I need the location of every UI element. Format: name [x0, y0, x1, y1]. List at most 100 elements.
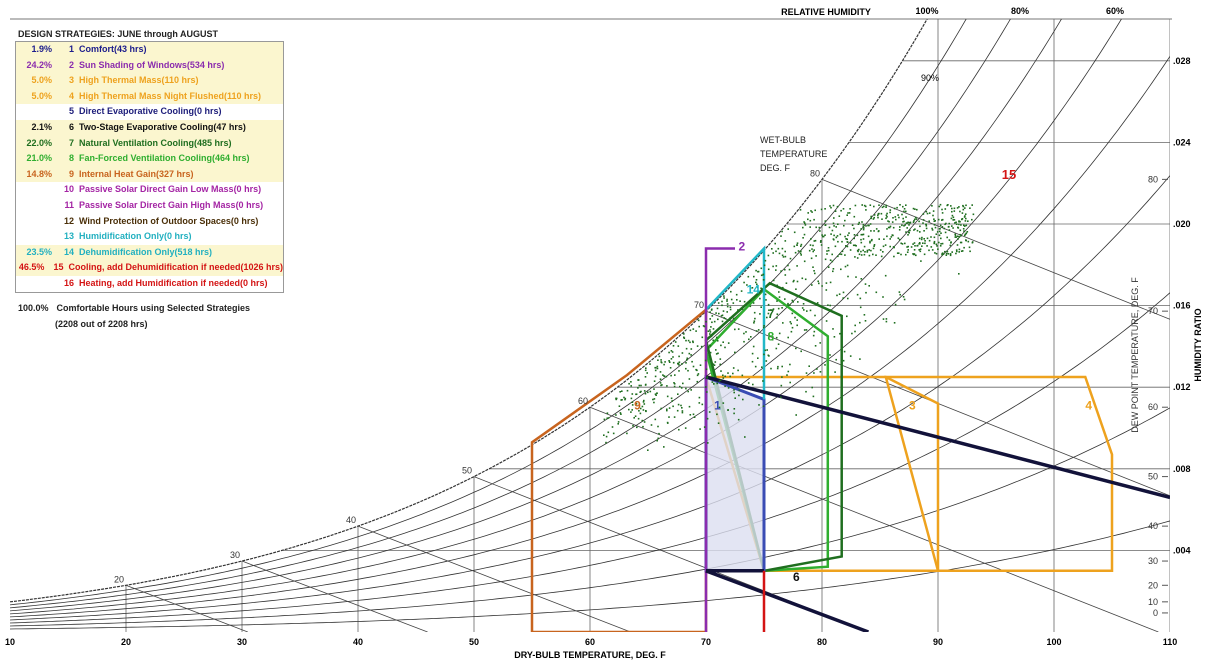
humidity-ratio-tick-label: .012 — [1173, 382, 1191, 392]
legend-row-strategy-5[interactable]: 5 Direct Evaporative Cooling(0 hrs) — [16, 104, 283, 120]
data-point — [724, 385, 726, 387]
data-point — [941, 212, 944, 214]
data-point — [846, 238, 848, 241]
data-point — [792, 301, 794, 303]
data-point — [847, 275, 849, 278]
data-point — [896, 252, 899, 254]
strategy-number: 10 — [63, 184, 74, 195]
data-point — [710, 309, 713, 311]
data-point — [617, 421, 620, 423]
data-point — [754, 365, 757, 368]
data-point — [864, 205, 867, 208]
wet-bulb-label: 70 — [694, 300, 704, 310]
legend-row-strategy-11[interactable]: 11 Passive Solar Direct Gain High Mass(0 … — [16, 198, 283, 214]
x-axis-title: DRY-BULB TEMPERATURE, DEG. F — [514, 650, 666, 660]
data-point — [958, 221, 960, 223]
data-point — [735, 293, 738, 296]
data-point — [965, 239, 967, 241]
dewpoint-tick-label: 0 — [1153, 608, 1158, 618]
data-point — [844, 254, 846, 256]
legend-row-strategy-7[interactable]: 22.0% 7 Natural Ventilation Cooling(485 hr… — [16, 135, 283, 152]
legend-row-strategy-12[interactable]: 12 Wind Protection of Outdoor Spaces(0 hr… — [16, 214, 283, 230]
data-point — [677, 403, 680, 406]
data-point — [726, 311, 728, 313]
data-point — [605, 435, 608, 438]
data-point — [630, 397, 633, 400]
x-tick-label: 70 — [701, 637, 711, 647]
data-point — [771, 309, 773, 311]
strategy-number: 13 — [63, 231, 74, 242]
data-point — [726, 303, 729, 305]
data-point — [918, 242, 921, 244]
data-point — [868, 249, 870, 251]
data-point — [605, 441, 607, 444]
data-point — [799, 209, 802, 211]
data-point — [743, 300, 746, 303]
data-point — [709, 318, 711, 320]
data-point — [696, 380, 699, 383]
data-point — [791, 299, 794, 302]
data-point — [811, 284, 813, 286]
data-point — [946, 236, 948, 239]
data-point — [778, 332, 781, 335]
dewpoint-tick-label: 30 — [1148, 556, 1158, 566]
legend-row-strategy-16[interactable]: 16 Heating, add Humidification if needed(… — [16, 276, 283, 292]
data-point — [842, 208, 845, 210]
legend-row-strategy-2[interactable]: 24.2% 2 Sun Shading of Windows(534 hrs) — [16, 57, 283, 74]
data-point — [717, 318, 719, 321]
legend-row-strategy-13[interactable]: 13 Humidification Only(0 hrs) — [16, 229, 283, 245]
data-point — [903, 220, 905, 223]
data-point — [686, 357, 689, 360]
data-point — [941, 218, 944, 221]
data-point — [832, 238, 835, 240]
data-point — [680, 404, 682, 407]
data-point — [844, 265, 847, 268]
data-point — [968, 246, 971, 249]
legend-row-strategy-6[interactable]: 2.1% 6 Two-Stage Evaporative Cooling(47 hr… — [16, 119, 283, 136]
strategy-label: High Thermal Mass(110 hrs) — [79, 75, 199, 86]
data-point — [816, 368, 818, 370]
data-point — [721, 314, 724, 317]
data-point — [805, 329, 808, 331]
data-point — [788, 268, 791, 271]
legend-row-strategy-3[interactable]: 5.0% 3 High Thermal Mass(110 hrs) — [16, 73, 283, 89]
legend-row-strategy-15[interactable]: 46.5% 15 Cooling, add Dehumidification if … — [16, 260, 283, 276]
data-point — [621, 390, 623, 392]
strategy-label: Wind Protection of Outdoor Spaces(0 hrs) — [79, 215, 259, 226]
data-point — [941, 226, 944, 228]
data-point — [935, 243, 938, 246]
data-point — [775, 347, 778, 350]
data-point — [829, 309, 832, 311]
legend-row-strategy-4[interactable]: 5.0% 4 High Thermal Mass Night Flushed(110… — [16, 88, 283, 105]
data-point — [724, 317, 727, 320]
data-point — [759, 297, 761, 300]
data-point — [922, 219, 925, 221]
data-point — [947, 226, 950, 228]
legend-row-strategy-14[interactable]: 23.5% 14 Dehumidification Only(518 hrs) — [16, 244, 283, 261]
legend-row-strategy-1[interactable]: 1.9% 1 Comfort(43 hrs) — [16, 42, 283, 58]
data-point — [767, 254, 770, 257]
data-point — [818, 226, 821, 229]
data-point — [829, 354, 831, 356]
data-point — [870, 217, 872, 220]
strategy-zone-label-6: 6 — [793, 570, 800, 584]
data-point — [789, 304, 791, 306]
data-point — [787, 264, 789, 267]
legend-row-strategy-8[interactable]: 21.0% 8 Fan-Forced Ventilation Cooling(464… — [16, 151, 283, 167]
data-point — [730, 290, 732, 293]
strategy-label: Cooling, add Dehumidification if needed(… — [68, 262, 283, 273]
data-point — [806, 310, 808, 312]
data-point — [875, 291, 878, 294]
legend-row-strategy-10[interactable]: 10 Passive Solar Direct Gain Low Mass(0 h… — [16, 182, 283, 198]
data-point — [849, 249, 852, 251]
data-point — [705, 368, 708, 371]
data-point — [905, 210, 907, 213]
data-point — [795, 295, 798, 297]
data-point — [657, 437, 659, 440]
data-point — [672, 356, 674, 358]
legend-row-strategy-9[interactable]: 14.8% 9 Internal Heat Gain(327 hrs) — [16, 166, 283, 183]
data-point — [971, 204, 973, 206]
data-point — [789, 381, 791, 384]
data-point — [743, 332, 745, 335]
data-point — [628, 382, 630, 385]
